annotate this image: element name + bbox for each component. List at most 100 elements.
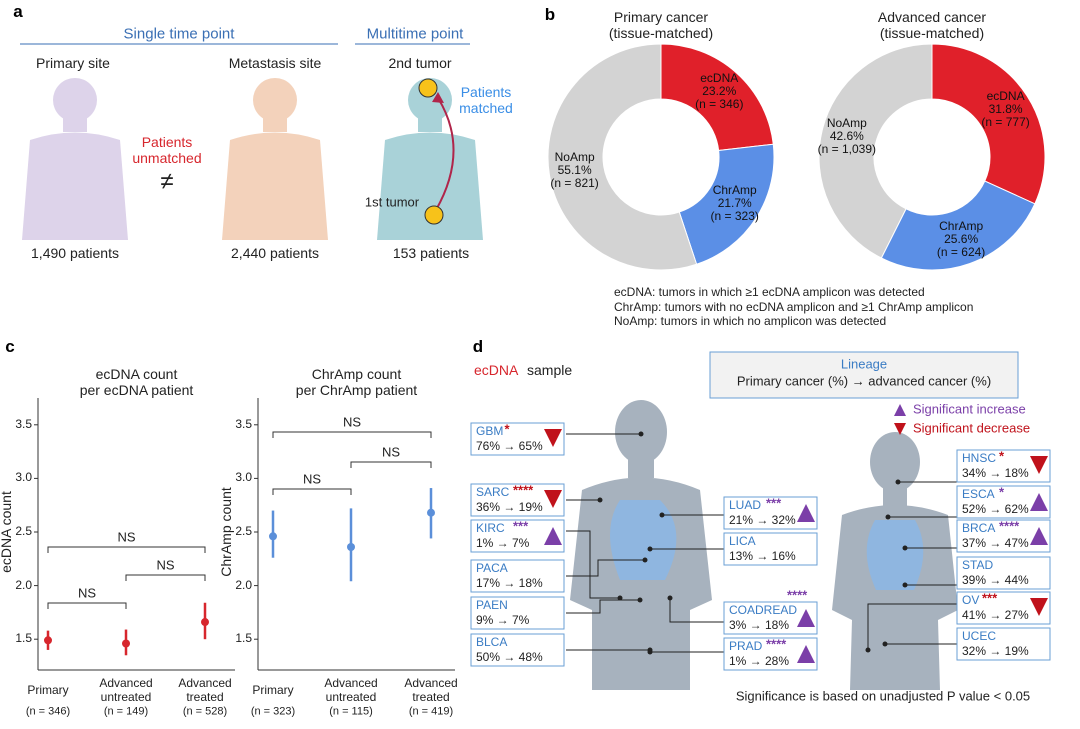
lineage-name: STAD (962, 558, 994, 573)
y-axis-label: ecDNA count (0, 491, 14, 573)
significance-bracket (350, 461, 432, 468)
trend-up (797, 609, 815, 627)
lineage-box (470, 596, 565, 630)
note: ChrAmp: tumors with no ecDNA amplicon an… (614, 299, 974, 314)
slice-value: 21.7% (717, 196, 752, 211)
slice-count: (n = 1,039) (817, 141, 877, 156)
significance-label: NS (381, 444, 401, 460)
x-tick-label: Advanced untreated (99, 676, 153, 704)
organ-dot (667, 595, 673, 601)
slice-name: ecDNA (986, 88, 1025, 103)
x-tick-label: Advanced treated (404, 676, 458, 704)
lineage-name: KIRC (476, 521, 505, 536)
connector (669, 598, 724, 623)
slice-count: (n = 346) (695, 96, 744, 111)
significance-stars: **** (766, 636, 787, 652)
mean-point (44, 636, 52, 645)
pie-title: Primary cancer (tissue-matched) (608, 8, 714, 41)
trend-up (797, 645, 815, 663)
connector (566, 559, 645, 577)
mean-point (427, 508, 435, 517)
n-label: (n = 346) (25, 705, 71, 718)
slice-count: (n = 624) (936, 244, 986, 259)
lineage-name: PACA (476, 561, 508, 576)
slice-value: 55.1% (557, 163, 592, 178)
lineage-box (956, 449, 1051, 483)
trend-up (1030, 527, 1048, 545)
lineage-name: OV (962, 593, 980, 608)
patient-count: 2,440 patients (231, 244, 319, 261)
y-tick-label: 2.0 (15, 577, 32, 592)
header: Single time point (123, 25, 235, 43)
y-tick-label: 3.0 (235, 470, 252, 485)
sample-title: sample (527, 361, 573, 378)
slice-name: NoAmp (826, 115, 867, 130)
significance-label: NS (77, 585, 97, 601)
mean-point (269, 532, 277, 541)
legend-label: Significant decrease (913, 420, 1031, 436)
lineage-name: ESCA (962, 487, 995, 502)
trend-up (1030, 493, 1048, 511)
y-tick-label: 3.0 (15, 470, 32, 485)
legend-label: Significant increase (913, 401, 1026, 417)
connector (566, 530, 620, 599)
lineage-name: HNSC (962, 451, 997, 466)
pie-slice (931, 43, 1046, 205)
significance-bracket (272, 431, 432, 438)
x-tick-label: Advanced untreated (324, 676, 378, 704)
lineage-name: LUAD (729, 498, 762, 513)
n-label: (n = 115) (329, 705, 373, 718)
significance-stars: *** (982, 590, 998, 606)
pie-slice (547, 43, 698, 271)
pie-title: Advanced cancer (tissue-matched) (877, 8, 987, 41)
slice-value: 25.6% (944, 231, 979, 246)
lineage-change: 41% → 27% (962, 608, 1029, 623)
slice-value: 31.8% (988, 101, 1023, 116)
slice-name: ecDNA (700, 70, 739, 85)
slice-name: NoAmp (554, 150, 595, 165)
lineage-name: COADREAD (729, 603, 798, 618)
lungs (610, 500, 677, 580)
significance-stars: * (504, 421, 510, 437)
organ-dot (885, 514, 891, 520)
mean-point (347, 543, 355, 552)
mean-point (201, 618, 209, 627)
header: Multitime point (366, 25, 464, 43)
y-tick-label: 3.5 (235, 416, 252, 431)
organ-dot (597, 497, 603, 503)
y-tick-label: 1.5 (235, 631, 252, 646)
y-axis-label: ChrAmp count (217, 487, 234, 577)
n-label: (n = 149) (103, 705, 149, 718)
pie-slice (660, 43, 774, 152)
panel-label: b (544, 5, 556, 25)
n-label: (n = 528) (182, 705, 228, 718)
organ-dot (637, 597, 643, 603)
sample-highlight: ecDNA (474, 361, 519, 378)
organ-dot (659, 512, 665, 518)
lineage-change: 52% → 62% (962, 502, 1029, 517)
lineage-box (956, 627, 1051, 661)
organ-dot (902, 582, 908, 588)
n-label: (n = 323) (250, 705, 296, 718)
legend-decrease (894, 423, 906, 435)
arrow-head (432, 92, 444, 103)
unmatched-label: Patients unmatched (132, 133, 202, 166)
significance-label: NS (117, 529, 136, 545)
significance-stars: *** (513, 518, 529, 534)
panel-label: d (472, 337, 484, 357)
lineage-change: 3% → 18% (729, 618, 790, 633)
site-label: Metastasis site (228, 54, 322, 71)
lineage-change: 39% → 44% (962, 573, 1029, 588)
n-label: (n = 419) (408, 705, 454, 718)
note: NoAmp: tumors in which no amplicon was d… (614, 314, 887, 329)
connector (867, 603, 957, 650)
y-tick-label: 1.5 (15, 631, 32, 646)
significance-stars: **** (787, 587, 808, 603)
slice-name: ChrAmp (712, 183, 757, 198)
slice-value: 23.2% (702, 83, 737, 98)
organ-dot (882, 641, 888, 647)
slice-name: ChrAmp (939, 218, 984, 233)
significance-bracket (125, 574, 206, 581)
lineage-name: BLCA (476, 635, 508, 650)
not-equal: ≠ (160, 168, 174, 196)
